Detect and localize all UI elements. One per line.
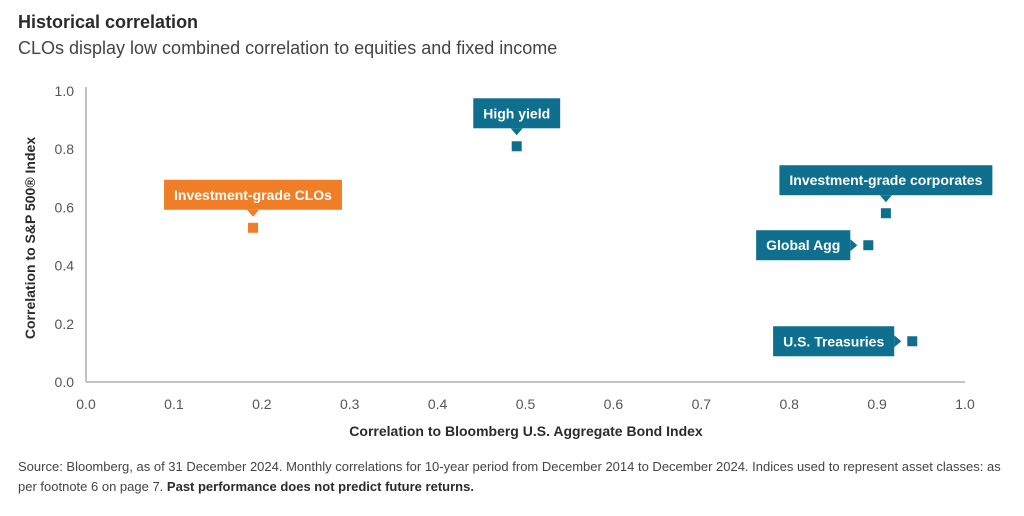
data-point-group: Investment-grade CLOs bbox=[164, 179, 342, 233]
x-tick-label: 0.5 bbox=[516, 396, 536, 412]
callout-pointer bbox=[850, 239, 858, 252]
data-point bbox=[880, 208, 891, 219]
y-tick-label: 0.6 bbox=[55, 199, 75, 215]
x-tick-label: 0.1 bbox=[164, 396, 184, 412]
data-point-group: U.S. Treasuries bbox=[773, 326, 918, 357]
data-point bbox=[511, 141, 522, 152]
x-tick-label: 0.9 bbox=[867, 396, 887, 412]
data-point bbox=[863, 240, 874, 251]
x-tick-label: 0.2 bbox=[252, 396, 272, 412]
chart-subtitle: CLOs display low combined correlation to… bbox=[18, 38, 558, 58]
x-tick-label: 1.0 bbox=[955, 396, 975, 412]
x-tick-label: 0.8 bbox=[779, 396, 799, 412]
x-tick-label: 0.0 bbox=[76, 396, 96, 412]
callout-label: High yield bbox=[483, 105, 550, 121]
y-tick-label: 1.0 bbox=[55, 83, 75, 99]
callout-box bbox=[164, 179, 342, 210]
footnote-source: Source: Bloomberg, as of 31 December 202… bbox=[18, 459, 1001, 494]
callout-box bbox=[773, 326, 895, 357]
callout-pointer bbox=[879, 195, 892, 203]
y-tick-label: 0.8 bbox=[55, 141, 75, 157]
y-axis-label: Correlation to S&P 500® Index bbox=[22, 137, 38, 339]
callout-pointer bbox=[510, 128, 523, 136]
callout-label: U.S. Treasuries bbox=[783, 333, 884, 349]
chart-title: Historical correlation bbox=[18, 12, 199, 32]
footnote: Source: Bloomberg, as of 31 December 202… bbox=[18, 457, 1008, 497]
x-tick-label: 0.3 bbox=[340, 396, 360, 412]
callout-label: Global Agg bbox=[766, 237, 840, 253]
y-tick-label: 0.4 bbox=[55, 258, 75, 274]
footnote-disclaimer: Past performance does not predict future… bbox=[166, 479, 474, 494]
callout-label: Investment-grade CLOs bbox=[174, 187, 332, 203]
x-axis-label: Correlation to Bloomberg U.S. Aggregate … bbox=[349, 423, 703, 439]
y-tick-label: 0.0 bbox=[55, 374, 75, 390]
y-tick-label: 0.2 bbox=[55, 316, 75, 332]
callout-pointer bbox=[894, 335, 902, 348]
callout-label: Investment-grade corporates bbox=[789, 172, 982, 188]
data-point-group: High yield bbox=[473, 98, 561, 152]
x-tick-label: 0.4 bbox=[428, 396, 448, 412]
x-tick-label: 0.7 bbox=[692, 396, 712, 412]
data-point bbox=[907, 336, 918, 347]
data-point-group: Investment-grade corporates bbox=[779, 165, 993, 219]
callout-pointer bbox=[247, 209, 260, 217]
callout-box bbox=[756, 230, 851, 261]
x-tick-label: 0.6 bbox=[604, 396, 624, 412]
callout-box bbox=[473, 98, 561, 129]
callout-box bbox=[779, 165, 993, 196]
data-point bbox=[248, 222, 259, 233]
scatter-chart: 0.0 0.1 0.2 0.3 0.4 0.5 0.6 0.7 0.8 0.9 1.0 0.0 0.2 0… bbox=[22, 83, 993, 439]
data-point-group: Global Agg bbox=[756, 230, 874, 261]
